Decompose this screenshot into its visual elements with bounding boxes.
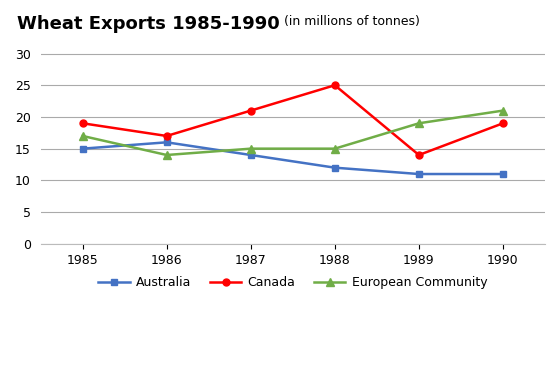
Line: Canada: Canada bbox=[79, 82, 506, 158]
Australia bbox=[500, 172, 506, 176]
European Community bbox=[164, 153, 170, 157]
Canada bbox=[248, 108, 254, 113]
Canada bbox=[332, 83, 338, 87]
Canada bbox=[80, 121, 86, 125]
Australia bbox=[248, 153, 254, 157]
Canada bbox=[500, 121, 506, 125]
Australia bbox=[332, 165, 338, 170]
Australia bbox=[80, 146, 86, 151]
Canada bbox=[164, 134, 170, 138]
Text: Wheat Exports 1985-1990: Wheat Exports 1985-1990 bbox=[17, 15, 280, 33]
European Community bbox=[500, 108, 506, 113]
European Community bbox=[416, 121, 422, 125]
European Community bbox=[80, 134, 86, 138]
Line: European Community: European Community bbox=[78, 106, 507, 159]
Australia bbox=[416, 172, 422, 176]
Canada bbox=[416, 153, 422, 157]
European Community bbox=[332, 146, 338, 151]
European Community bbox=[248, 146, 254, 151]
Legend: Australia, Canada, European Community: Australia, Canada, European Community bbox=[94, 271, 492, 294]
Line: Australia: Australia bbox=[79, 139, 506, 177]
Text: (in millions of tonnes): (in millions of tonnes) bbox=[280, 15, 420, 28]
Australia bbox=[164, 140, 170, 145]
